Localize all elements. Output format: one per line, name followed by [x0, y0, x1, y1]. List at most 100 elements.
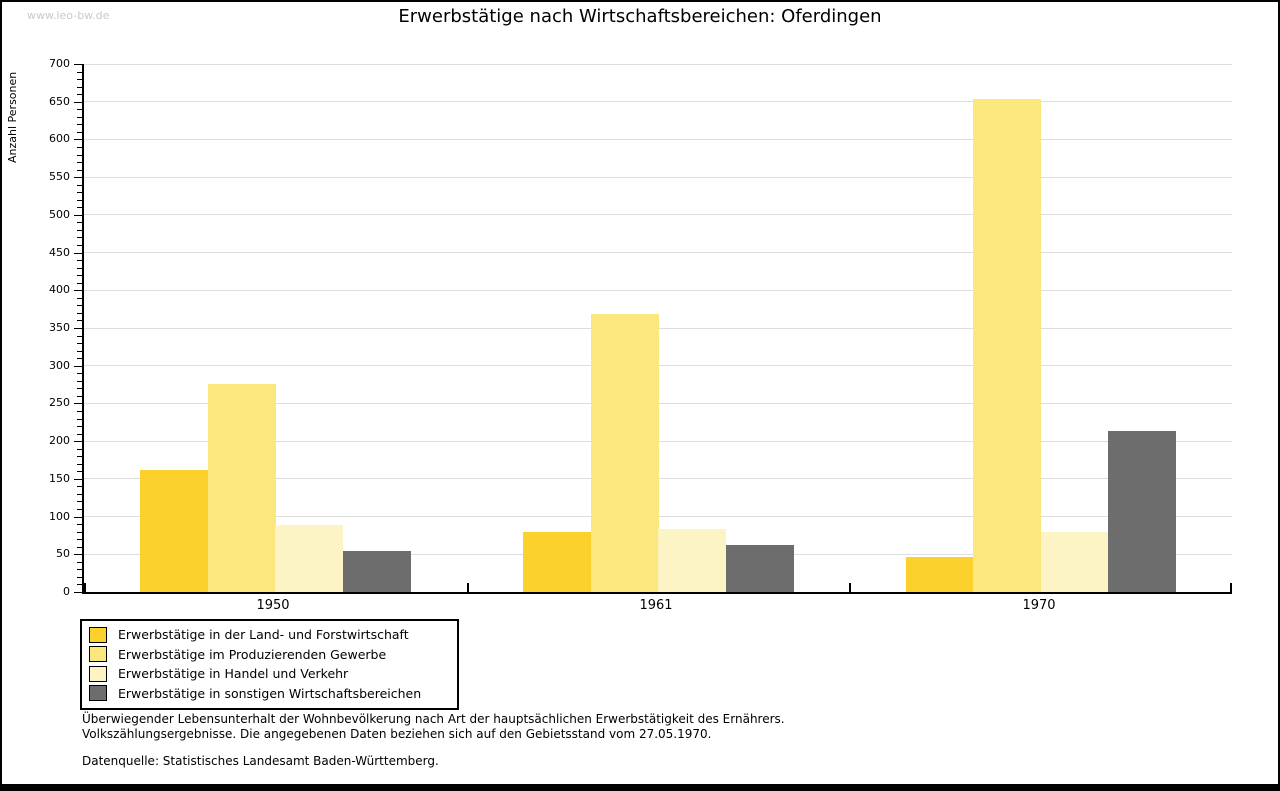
y-axis-minor-tick: [77, 117, 82, 118]
bar-1950-series-3: [275, 525, 343, 592]
y-axis-minor-tick: [77, 509, 82, 510]
bar-1961-series-3: [658, 529, 726, 592]
gridline: [84, 63, 1232, 65]
page-title: Erwerbstätige nach Wirtschaftsbereichen:…: [398, 6, 882, 27]
y-tick-label: 0: [63, 585, 70, 598]
legend-swatch-series-4: [89, 685, 107, 702]
y-axis-minor-tick: [77, 343, 82, 344]
y-axis-major-tick: [74, 64, 82, 65]
bar-1950-series-2: [208, 384, 276, 592]
y-axis-minor-tick: [77, 434, 82, 435]
y-axis-major-tick: [74, 403, 82, 404]
y-axis-major-tick: [74, 517, 82, 518]
y-axis-minor-tick: [77, 501, 82, 502]
y-axis-minor-tick: [77, 486, 82, 487]
bar-1961-series-4: [726, 545, 794, 592]
y-tick-label: 200: [49, 434, 70, 447]
y-tick-label: 250: [49, 396, 70, 409]
y-axis-minor-tick: [77, 471, 82, 472]
y-axis-minor-tick: [77, 388, 82, 389]
y-axis-major-tick: [74, 592, 82, 593]
y-axis-minor-tick: [77, 200, 82, 201]
y-axis-major-tick: [74, 253, 82, 254]
y-axis-minor-tick: [77, 584, 82, 585]
y-axis-minor-tick: [77, 532, 82, 533]
y-axis-minor-tick: [77, 351, 82, 352]
x-tick-label: 1961: [639, 598, 673, 613]
y-axis-minor-tick: [77, 155, 82, 156]
y-tick-label: 600: [49, 132, 70, 145]
x-axis-tick: [1230, 583, 1232, 592]
bar-1950-series-1: [140, 470, 208, 592]
y-axis-major-tick: [74, 102, 82, 103]
y-axis-minor-tick: [77, 237, 82, 238]
bar-1950-series-4: [343, 551, 411, 592]
y-axis-minor-tick: [77, 94, 82, 95]
y-axis-minor-tick: [77, 464, 82, 465]
y-axis-label: Anzahl Personen: [6, 71, 19, 163]
watermark: www.leo-bw.de: [27, 9, 110, 22]
footnote: Überwiegender Lebensunterhalt der Wohnbe…: [82, 712, 785, 769]
y-tick-label: 400: [49, 283, 70, 296]
legend-swatch-series-1: [89, 626, 107, 643]
y-axis-minor-tick: [77, 305, 82, 306]
y-axis-minor-tick: [77, 124, 82, 125]
legend-item: Erwerbstätige im Produzierenden Gewerbe: [89, 645, 457, 665]
y-axis-minor-tick: [77, 381, 82, 382]
y-axis-minor-tick: [77, 313, 82, 314]
legend-label: Erwerbstätige in Handel und Verkehr: [118, 666, 349, 682]
legend-label: Erwerbstätige in der Land- und Forstwirt…: [118, 627, 409, 643]
y-axis-minor-tick: [77, 298, 82, 299]
bar-1970-series-3: [1041, 532, 1109, 592]
y-axis-minor-tick: [77, 373, 82, 374]
y-tick-label: 300: [49, 359, 70, 372]
y-axis-major-tick: [74, 479, 82, 480]
y-axis-minor-tick: [77, 222, 82, 223]
y-axis-minor-tick: [77, 524, 82, 525]
bar-1961-series-1: [523, 532, 591, 592]
data-source: Datenquelle: Statistisches Landesamt Bad…: [82, 754, 439, 768]
legend-item: Erwerbstätige in sonstigen Wirtschaftsbe…: [89, 684, 457, 704]
footnote-line-2: Volkszählungsergebnisse. Die angegebenen…: [82, 727, 712, 741]
y-axis-major-tick: [74, 554, 82, 555]
y-axis-minor-tick: [77, 358, 82, 359]
plot-area: [82, 63, 1232, 594]
legend-item: Erwerbstätige in Handel und Verkehr: [89, 664, 457, 684]
legend-label: Erwerbstätige in sonstigen Wirtschaftsbe…: [118, 685, 422, 701]
y-axis-major-tick: [74, 328, 82, 329]
gridline: [84, 176, 1232, 178]
y-axis-major-tick: [74, 366, 82, 367]
y-axis-minor-tick: [77, 569, 82, 570]
y-axis-minor-tick: [77, 147, 82, 148]
y-axis-minor-tick: [77, 419, 82, 420]
y-axis-minor-tick: [77, 456, 82, 457]
y-axis-minor-tick: [77, 170, 82, 171]
gridline: [84, 252, 1232, 254]
y-tick-label: 100: [49, 510, 70, 523]
y-tick-label: 450: [49, 246, 70, 259]
y-axis-minor-tick: [77, 283, 82, 284]
y-tick-label: 350: [49, 321, 70, 334]
y-axis-minor-tick: [77, 320, 82, 321]
y-axis-major-tick: [74, 177, 82, 178]
bar-1970-series-2: [973, 99, 1041, 592]
y-tick-label: 550: [49, 170, 70, 183]
y-tick-label: 150: [49, 472, 70, 485]
y-axis-minor-tick: [77, 396, 82, 397]
y-axis-minor-tick: [77, 411, 82, 412]
legend-swatch-series-2: [89, 646, 107, 663]
y-tick-label: 50: [56, 547, 70, 560]
y-tick-label: 500: [49, 208, 70, 221]
y-axis-minor-tick: [77, 268, 82, 269]
legend: Erwerbstätige in der Land- und Forstwirt…: [80, 619, 459, 710]
legend-item: Erwerbstätige in der Land- und Forstwirt…: [89, 625, 457, 645]
y-axis-minor-tick: [77, 426, 82, 427]
y-axis-major-tick: [74, 441, 82, 442]
gridline: [84, 138, 1232, 140]
bar-1970-series-4: [1108, 431, 1176, 592]
y-axis-minor-tick: [77, 207, 82, 208]
y-axis-minor-tick: [77, 185, 82, 186]
y-axis-minor-tick: [77, 72, 82, 73]
legend-swatch-series-3: [89, 665, 107, 682]
